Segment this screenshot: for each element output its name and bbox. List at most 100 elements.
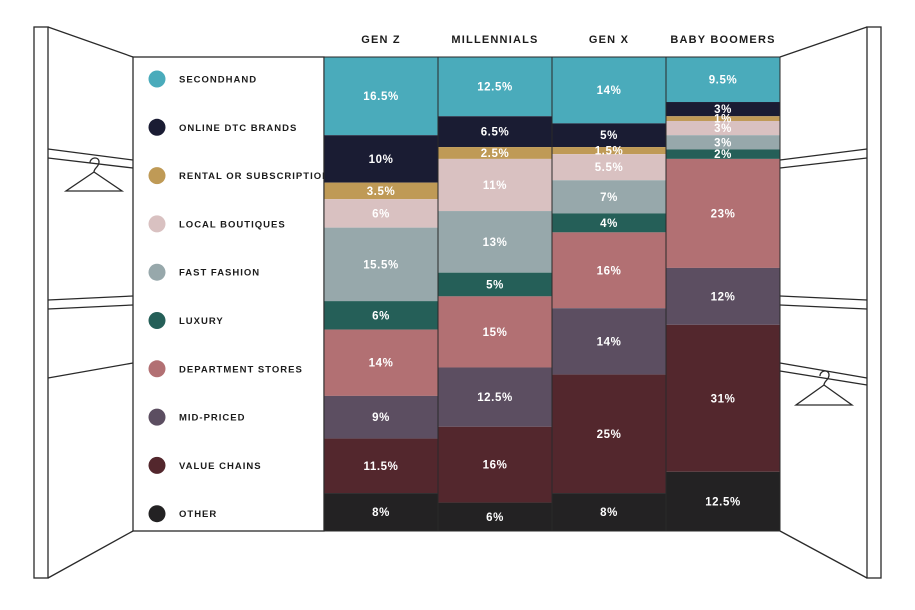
legend-label-value-chains: VALUE CHAINS [179,461,262,472]
data-label-millennials-secondhand: 12.5% [477,82,513,94]
bar-segment-gen-x-mid-priced [552,308,666,375]
bar-segment-baby-boomers-mid-priced [666,267,780,325]
legend-swatch-mid-priced [148,408,166,426]
bar-segment-baby-boomers-local-boutiques [666,120,780,136]
bar-segment-millennials-other [438,502,552,531]
bar-segment-millennials-luxury [438,272,552,297]
closet-right-shelf-1b [779,157,868,169]
data-label-gen-z-other: 8% [372,507,390,519]
segment-labels: 16.5% 10% 3.5% 6% 15.5% 6% 14% 9% 11.5% 8% 12.5% 6.… [363,75,741,524]
legend-label-department-stores: DEPARTMENT STORES [179,364,303,375]
legend-panel [132,56,325,532]
data-label-gen-z-local-boutiques: 6% [372,208,390,220]
data-label-gen-z-luxury: 6% [372,310,390,322]
closet-frame [33,26,882,579]
closet-left-post [33,26,49,579]
data-label-baby-boomers-local-boutiques: 3% [714,123,732,135]
data-label-baby-boomers-luxury: 2% [714,149,732,161]
legend-label-mid-priced: MID-PRICED [179,413,245,424]
bar-segment-gen-z-fast-fashion [324,227,438,302]
bar-segment-gen-x-online-dtc-brands [552,123,666,148]
bar-segment-gen-x-local-boutiques [552,154,666,181]
bar-segment-gen-z-mid-priced [324,395,438,439]
data-label-gen-x-rental-or-subscription: 1.5% [595,146,624,158]
stacked-bars [323,56,781,532]
bar-segment-millennials-value-chains [438,426,552,503]
bar-segment-baby-boomers-rental-or-subscription [666,116,780,121]
closet-right-shelf-3 [779,362,868,379]
closet-right-shelf-4 [779,370,868,386]
closet-left-top-edge [47,26,134,58]
bar-segment-baby-boomers-online-dtc-brands [666,102,780,117]
bar-segment-baby-boomers-value-chains [666,324,780,472]
legend-swatch-other [148,505,166,523]
data-label-millennials-department-stores: 15% [483,327,508,339]
data-label-baby-boomers-rental-or-subscription: 1% [714,114,732,126]
bar-segment-gen-z-other [324,493,438,531]
bar-segment-gen-z-department-stores [324,329,438,396]
legend-label-local-boutiques: LOCAL BOUTIQUES [179,219,286,230]
closet-right-shelf-2b [779,304,868,310]
bar-segment-gen-z-local-boutiques [324,199,438,228]
closet-right-shelf-1a [779,148,868,161]
category-headers: GEN Z MILLENNIALS GEN X BABY BOOMERS [361,34,775,46]
hanger-left-icon [63,157,125,192]
bar-segment-gen-x-other [552,493,666,531]
closet-left-shelf-2a [47,295,134,301]
bar-segment-gen-x-fast-fashion [552,180,666,214]
data-label-baby-boomers-value-chains: 31% [711,393,736,405]
data-label-gen-z-department-stores: 14% [369,358,394,370]
bar-segment-baby-boomers-fast-fashion [666,135,780,150]
bar-segment-gen-z-secondhand [324,57,438,136]
data-label-baby-boomers-secondhand: 9.5% [709,75,738,87]
data-label-baby-boomers-mid-priced: 12% [711,291,736,303]
bar-segment-millennials-department-stores [438,296,552,368]
closet-right-bottom-edge [779,530,868,579]
category-label-gen-z: GEN Z [361,34,401,46]
bar-segment-gen-z-luxury [324,301,438,330]
legend-label-other: OTHER [179,509,217,520]
bar-segment-millennials-local-boutiques [438,158,552,212]
bar-segment-millennials-secondhand [438,57,552,117]
category-label-baby-boomers: BABY BOOMERS [670,34,775,46]
data-label-gen-x-online-dtc-brands: 5% [600,130,618,142]
data-label-millennials-value-chains: 16% [483,460,508,472]
legend-swatch-online-dtc-brands [148,118,166,136]
bar-segment-millennials-rental-or-subscription [438,147,552,159]
bar-segment-baby-boomers-department-stores [666,158,780,268]
data-label-millennials-online-dtc-brands: 6.5% [481,127,510,139]
bar-segment-millennials-mid-priced [438,367,552,427]
bar-segment-gen-x-department-stores [552,232,666,309]
data-label-baby-boomers-department-stores: 23% [711,208,736,220]
data-label-baby-boomers-other: 12.5% [705,496,741,508]
bar-segment-millennials-online-dtc-brands [438,116,552,148]
bar-segment-gen-z-rental-or-subscription [324,182,438,200]
data-label-gen-x-luxury: 4% [600,218,618,230]
closet-left-bottom-edge [47,530,134,579]
data-label-millennials-local-boutiques: 11% [483,180,507,192]
bar-segment-gen-x-luxury [552,213,666,233]
closet-right-top-edge [779,26,868,58]
closet-left-shelf-2b [47,304,134,310]
bar-segment-baby-boomers-secondhand [666,57,780,103]
legend-swatch-luxury [148,312,166,329]
data-label-gen-x-department-stores: 16% [597,265,622,277]
data-label-gen-z-rental-or-subscription: 3.5% [367,186,396,198]
data-label-gen-x-other: 8% [600,507,618,519]
closet-right-shelf-2a [779,295,868,301]
closet-right-post [866,26,882,579]
hanger-right-icon [793,370,855,406]
data-label-gen-z-fast-fashion: 15.5% [363,259,399,271]
bar-outline-baby-boomers [665,56,781,532]
legend-label-fast-fashion: FAST FASHION [179,268,260,279]
legend-swatch-department-stores [148,360,166,378]
legend-swatch-local-boutiques [148,215,166,233]
bar-segment-baby-boomers-luxury [666,149,780,159]
data-label-baby-boomers-online-dtc-brands: 3% [714,104,732,116]
legend-label-rental-or-subscription: RENTAL OR SUBSCRIPTION [179,171,330,182]
data-label-millennials-luxury: 5% [486,280,504,292]
data-label-gen-z-value-chains: 11.5% [364,461,399,473]
category-label-millennials: MILLENNIALS [451,34,538,46]
bar-segment-gen-x-value-chains [552,374,666,494]
